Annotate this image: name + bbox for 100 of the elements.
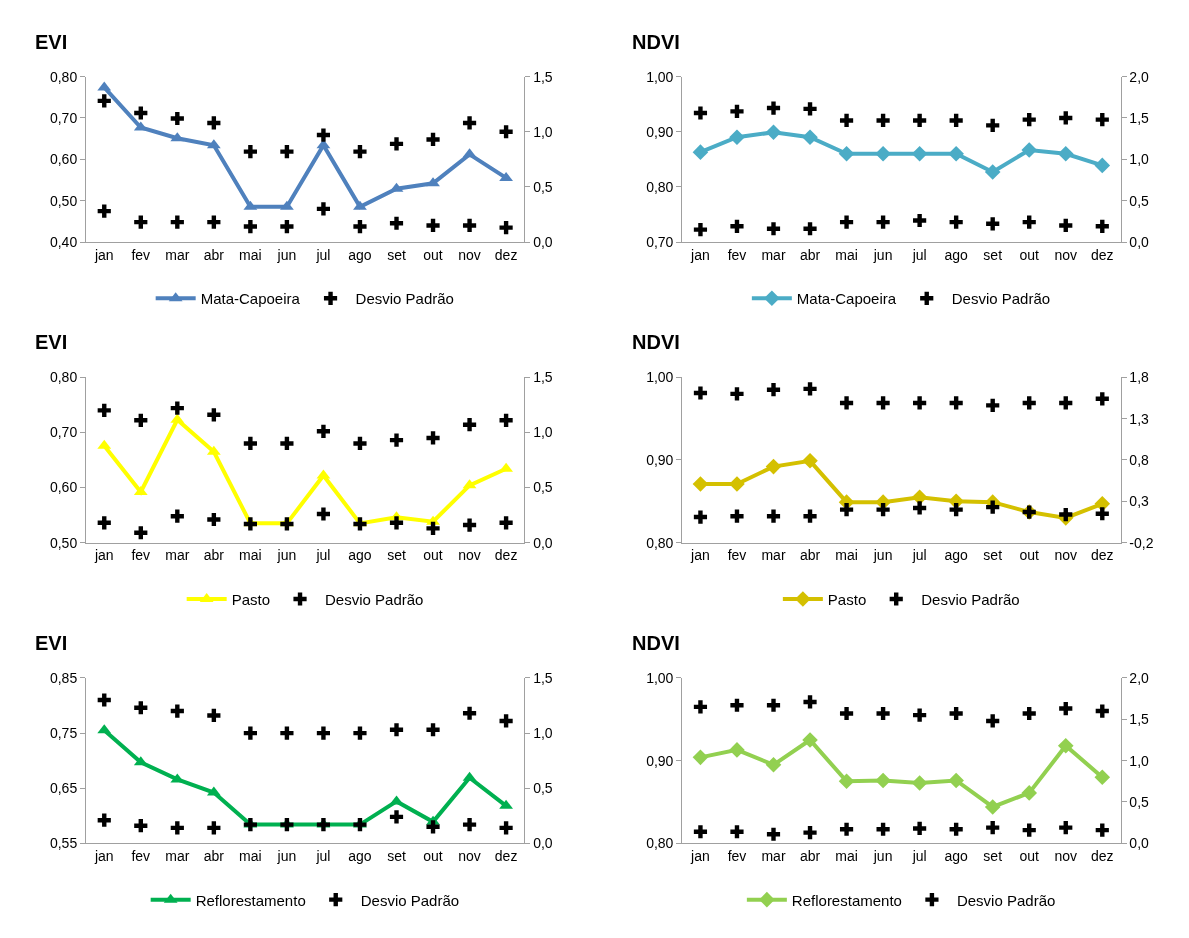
point bbox=[730, 387, 744, 401]
point bbox=[766, 827, 781, 841]
x-tick-label: jun bbox=[276, 547, 297, 564]
x-tick-label: ago bbox=[348, 246, 372, 263]
point bbox=[730, 104, 744, 118]
point bbox=[243, 145, 257, 159]
y2-tick-label: 2,0 bbox=[1129, 68, 1150, 85]
point bbox=[730, 698, 744, 712]
point bbox=[1022, 215, 1036, 229]
x-tick-label: out bbox=[1019, 547, 1040, 564]
point bbox=[949, 502, 963, 517]
x-tick-label: mar bbox=[761, 848, 786, 865]
point bbox=[207, 512, 221, 527]
x-tick-label: fev bbox=[727, 246, 747, 263]
x-tick-label: nov bbox=[1054, 547, 1078, 564]
x-tick-label: jul bbox=[911, 547, 927, 564]
point bbox=[913, 501, 927, 515]
x-tick-label: jan bbox=[93, 246, 114, 263]
y-tick-label: 0,40 bbox=[49, 233, 78, 250]
x-tick-label: fev bbox=[131, 848, 151, 865]
point bbox=[134, 215, 148, 229]
y-tick-label: 0,55 bbox=[49, 835, 78, 852]
point bbox=[876, 113, 890, 128]
point bbox=[353, 817, 367, 832]
legend-label: Mata-Capoeira bbox=[200, 290, 301, 308]
point bbox=[1094, 769, 1111, 785]
x-tick-label: jan bbox=[690, 547, 710, 564]
x-tick-label: nov bbox=[458, 246, 481, 263]
y2-tick-label: 0,5 bbox=[1129, 793, 1150, 810]
x-tick-label: ago bbox=[348, 848, 372, 865]
point bbox=[389, 216, 404, 230]
x-tick-label: mai bbox=[239, 246, 262, 263]
x-tick-label: out bbox=[423, 246, 443, 263]
x-tick-label: jun bbox=[872, 848, 893, 865]
y2-tick-label: 1,5 bbox=[533, 669, 553, 686]
point bbox=[765, 124, 782, 141]
x-tick-label: jan bbox=[93, 547, 114, 564]
point bbox=[802, 453, 818, 469]
legend-label: Desvio Padrão bbox=[325, 590, 424, 608]
chart-title: NDVI bbox=[632, 31, 680, 53]
point bbox=[693, 825, 708, 839]
point bbox=[426, 521, 440, 535]
x-tick-label: mar bbox=[761, 547, 786, 564]
point bbox=[207, 821, 221, 835]
point bbox=[730, 825, 744, 839]
chart-title: NDVI bbox=[632, 331, 680, 353]
x-tick-label: fev bbox=[131, 246, 151, 263]
x-tick-label: dez bbox=[1091, 246, 1114, 263]
point bbox=[949, 215, 963, 229]
x-tick-label: nov bbox=[458, 848, 481, 865]
point bbox=[1095, 392, 1109, 406]
point bbox=[316, 128, 331, 142]
x-tick-label: jun bbox=[276, 246, 297, 263]
x-tick-label: dez bbox=[494, 547, 518, 564]
point bbox=[876, 706, 890, 721]
y-tick-label: 0,80 bbox=[49, 68, 78, 85]
point bbox=[243, 817, 257, 832]
point bbox=[499, 516, 513, 530]
x-tick-label: ago bbox=[944, 246, 969, 263]
point bbox=[729, 742, 745, 758]
point bbox=[986, 500, 1000, 514]
y2-tick-label: 0,0 bbox=[533, 835, 553, 852]
point bbox=[875, 772, 891, 789]
point bbox=[97, 403, 111, 417]
point bbox=[803, 509, 817, 523]
x-tick-label: fev bbox=[727, 547, 747, 564]
y-tick-label: 0,80 bbox=[646, 835, 674, 852]
point bbox=[316, 507, 331, 521]
x-tick-label: abr bbox=[203, 547, 225, 564]
y2-tick-label: 1,0 bbox=[533, 424, 553, 441]
y-tick-label: 0,85 bbox=[49, 669, 78, 686]
point bbox=[243, 436, 257, 451]
point bbox=[499, 221, 513, 235]
x-tick-label: dez bbox=[1091, 848, 1114, 865]
legend-label: Reflorestamento bbox=[195, 891, 306, 909]
y2-tick-label: 1,5 bbox=[1129, 711, 1150, 728]
x-tick-label: abr bbox=[799, 848, 821, 865]
point bbox=[499, 821, 513, 835]
point bbox=[803, 695, 817, 709]
x-tick-label: ago bbox=[944, 848, 969, 865]
y-tick-label: 1,00 bbox=[646, 369, 674, 386]
point bbox=[802, 732, 818, 748]
point bbox=[766, 698, 781, 712]
legend-label: Desvio Padrão bbox=[951, 290, 1051, 308]
point bbox=[462, 418, 477, 432]
point bbox=[986, 821, 1000, 835]
point bbox=[316, 726, 331, 740]
point bbox=[692, 749, 709, 766]
point bbox=[986, 118, 1000, 133]
point bbox=[803, 825, 817, 840]
y2-tick-label: 1,5 bbox=[533, 68, 553, 85]
point bbox=[280, 817, 294, 832]
x-tick-label: jun bbox=[872, 547, 893, 564]
point bbox=[984, 799, 1001, 815]
y2-tick-label: 0,5 bbox=[1129, 192, 1150, 209]
point bbox=[316, 424, 331, 438]
y-tick-label: 0,80 bbox=[49, 369, 78, 386]
y2-tick-label: 2,0 bbox=[1129, 669, 1150, 686]
point bbox=[766, 383, 781, 397]
y2-tick-label: 0,5 bbox=[533, 178, 553, 195]
